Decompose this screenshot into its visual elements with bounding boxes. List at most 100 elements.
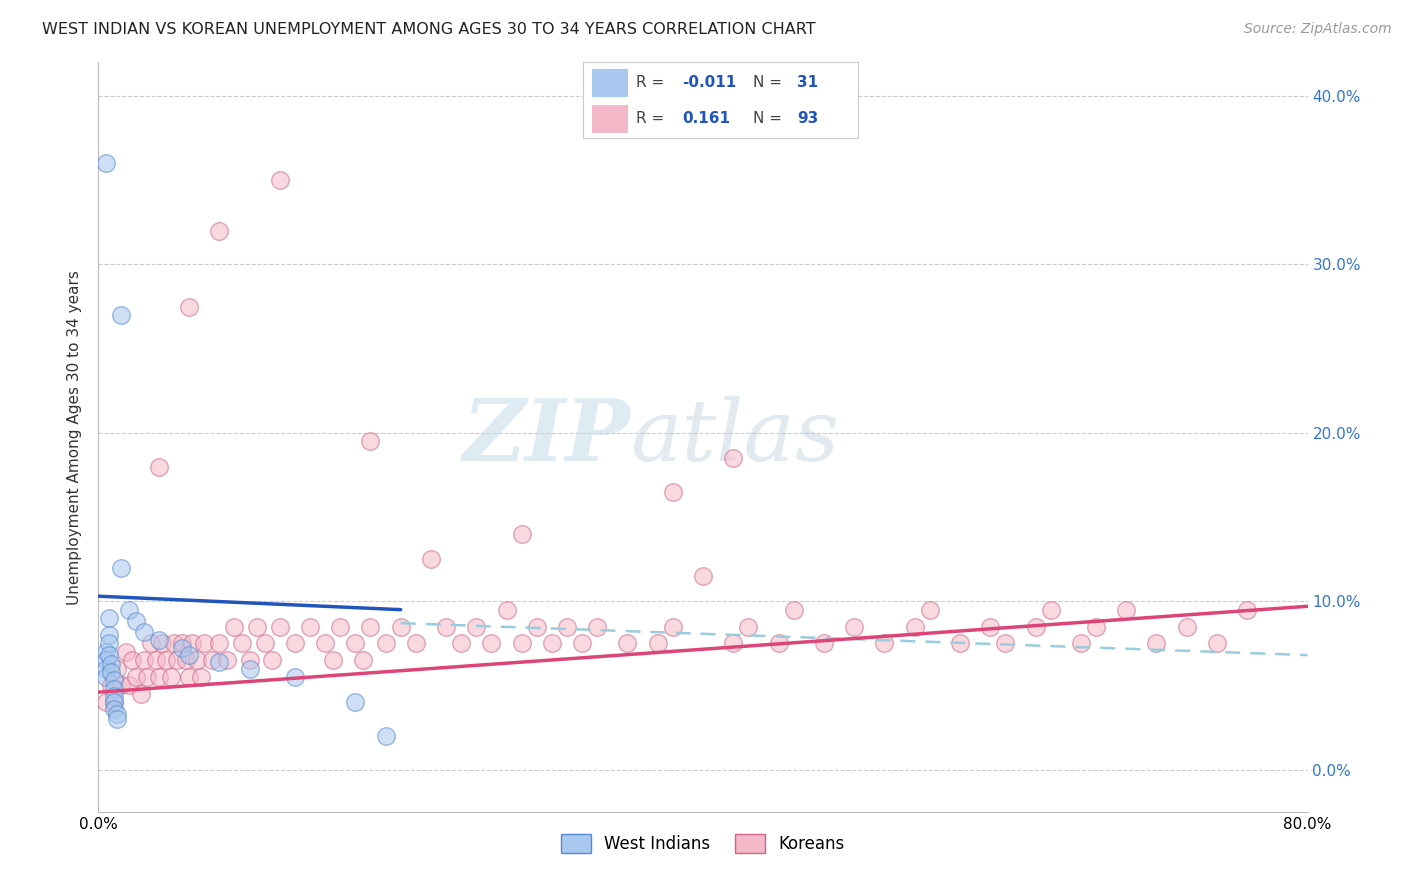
Point xyxy=(344,636,367,650)
Point xyxy=(231,636,253,650)
Point xyxy=(1115,602,1137,616)
Point xyxy=(155,653,177,667)
Point xyxy=(389,619,412,633)
Point xyxy=(1024,619,1046,633)
Point xyxy=(190,670,212,684)
Point xyxy=(110,308,132,322)
Point xyxy=(284,636,307,650)
Point xyxy=(253,636,276,650)
Text: R =: R = xyxy=(636,111,664,126)
Point xyxy=(105,707,128,722)
Y-axis label: Unemployment Among Ages 30 to 34 years: Unemployment Among Ages 30 to 34 years xyxy=(67,269,83,605)
Point xyxy=(768,636,790,650)
Point xyxy=(163,636,186,650)
Point xyxy=(100,665,122,679)
Point xyxy=(450,636,472,650)
Point xyxy=(208,655,231,669)
Point xyxy=(344,695,367,709)
Point xyxy=(224,619,246,633)
Point xyxy=(586,619,609,633)
Point xyxy=(1236,602,1258,616)
Text: N =: N = xyxy=(754,111,783,126)
Point xyxy=(148,670,170,684)
Point xyxy=(100,678,122,692)
Point xyxy=(148,632,170,647)
Point xyxy=(103,695,125,709)
Point xyxy=(94,645,117,659)
Text: ZIP: ZIP xyxy=(463,395,630,479)
Point xyxy=(1206,636,1229,650)
Point xyxy=(918,602,941,616)
Point xyxy=(125,615,148,629)
Point xyxy=(269,619,291,633)
Point xyxy=(737,619,759,633)
Point xyxy=(405,636,427,650)
Point xyxy=(269,173,291,187)
Point xyxy=(100,657,122,671)
Point xyxy=(98,648,121,662)
Point xyxy=(661,619,683,633)
Legend: West Indians, Koreans: West Indians, Koreans xyxy=(554,827,852,860)
Point xyxy=(1085,619,1108,633)
Point xyxy=(201,653,224,667)
Point xyxy=(1144,636,1167,650)
Point xyxy=(193,636,215,650)
Point xyxy=(170,641,193,656)
Point xyxy=(105,712,128,726)
Point xyxy=(723,451,745,466)
Text: 0.161: 0.161 xyxy=(682,111,730,126)
Point xyxy=(98,628,121,642)
Point xyxy=(103,702,125,716)
Point xyxy=(647,636,669,650)
Bar xyxy=(592,105,627,132)
Point xyxy=(661,484,683,499)
Point xyxy=(121,653,143,667)
Point xyxy=(179,648,201,662)
Text: atlas: atlas xyxy=(630,396,839,478)
Text: WEST INDIAN VS KOREAN UNEMPLOYMENT AMONG AGES 30 TO 34 YEARS CORRELATION CHART: WEST INDIAN VS KOREAN UNEMPLOYMENT AMONG… xyxy=(42,22,815,37)
Point xyxy=(360,619,382,633)
Point xyxy=(150,636,173,650)
Point xyxy=(94,695,117,709)
Point xyxy=(145,653,167,667)
Point xyxy=(208,636,231,650)
Point xyxy=(352,653,374,667)
Point xyxy=(132,624,155,639)
Text: N =: N = xyxy=(754,75,783,90)
Point xyxy=(94,662,117,676)
Text: Source: ZipAtlas.com: Source: ZipAtlas.com xyxy=(1244,22,1392,37)
Point xyxy=(510,636,533,650)
Point xyxy=(813,636,835,650)
Point xyxy=(98,636,121,650)
Point xyxy=(434,619,457,633)
Point xyxy=(186,653,208,667)
Point xyxy=(103,673,125,688)
Point xyxy=(239,662,262,676)
Point xyxy=(1039,602,1062,616)
Point xyxy=(174,653,197,667)
Point xyxy=(360,434,382,449)
Point xyxy=(103,681,125,696)
Point xyxy=(374,729,396,743)
Point xyxy=(314,636,336,650)
Point xyxy=(979,619,1001,633)
Point xyxy=(555,619,578,633)
Point xyxy=(148,459,170,474)
Point xyxy=(181,636,204,650)
Point xyxy=(949,636,972,650)
Point xyxy=(420,552,443,566)
Point xyxy=(495,602,517,616)
Point xyxy=(94,156,117,170)
Point xyxy=(246,619,269,633)
Point xyxy=(129,687,152,701)
Point xyxy=(208,224,231,238)
Point xyxy=(105,662,128,676)
Point xyxy=(239,653,262,667)
Point xyxy=(110,678,132,692)
Point xyxy=(141,636,163,650)
Point xyxy=(94,653,117,667)
Point xyxy=(526,619,548,633)
Point xyxy=(132,653,155,667)
Point xyxy=(170,636,193,650)
Point xyxy=(125,670,148,684)
